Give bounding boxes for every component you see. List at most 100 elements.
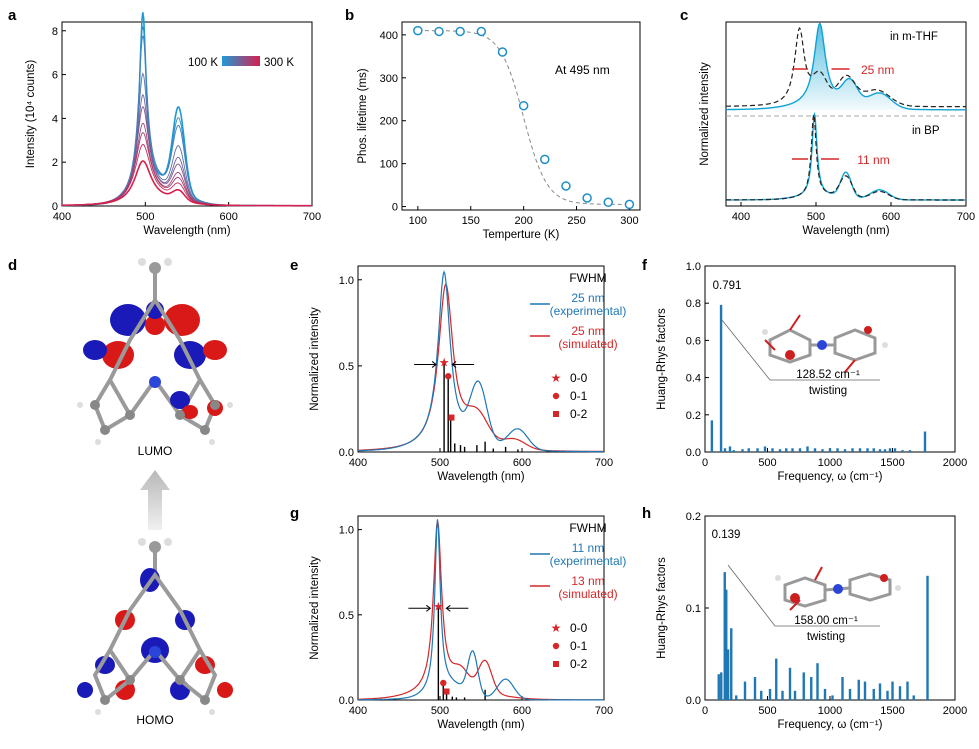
x-tick-label: 500 <box>807 211 825 223</box>
x-tick-label: 600 <box>513 705 531 717</box>
x-tick-label: 600 <box>882 211 900 223</box>
legend-01: 0-1 <box>570 639 588 653</box>
up-arrow <box>140 470 170 530</box>
x-tick-label: 400 <box>349 705 367 717</box>
legend-circle <box>552 392 560 400</box>
series-line-9 <box>62 160 312 207</box>
data-point <box>540 154 550 165</box>
chart-g: 400 500 600 700 0.0 0.5 1.0 Wavelength (nm) Norm… <box>309 515 627 731</box>
chart-f: 0 500 1000 1500 2000 0.0 0.2 0.4 0.6 0.8 1.0 Freque… <box>656 261 967 483</box>
series-dashed-top <box>726 27 966 108</box>
data-point <box>413 25 423 36</box>
fwhm-arrow-right-head <box>445 604 451 612</box>
mode-desc: twisting <box>809 385 847 397</box>
bar <box>893 448 897 452</box>
y-tick-label: 100 <box>380 159 398 171</box>
bar <box>747 448 750 452</box>
bar <box>828 448 832 452</box>
data-point <box>455 26 465 37</box>
y-tick-label: 0.2 <box>686 410 701 422</box>
panel-label-a: a <box>8 7 17 24</box>
legend-title: FWHM <box>569 271 606 285</box>
legend-exp-sub: (experimental) <box>550 304 627 318</box>
legend-sim-sub: (simulated) <box>558 337 617 351</box>
mode-label: 128.52 cm⁻¹ <box>796 369 860 381</box>
fit-line <box>417 30 630 205</box>
data-point <box>518 100 529 111</box>
lumo-molecule <box>77 258 233 445</box>
chart-b: 100 150 200 250 300 0 100 200 300 400 Temperture (… <box>357 21 641 241</box>
marker-star: ★ <box>433 599 444 613</box>
x-tick-label: 700 <box>595 457 613 469</box>
bar <box>717 674 720 700</box>
bar <box>908 450 912 452</box>
x-tick-label: 700 <box>957 211 975 223</box>
bar <box>836 448 839 452</box>
bar <box>923 431 927 452</box>
x-tick-label: 500 <box>431 705 449 717</box>
legend-exp-sub: (experimental) <box>550 554 627 568</box>
bar <box>883 449 887 452</box>
x-tick-label: 700 <box>595 705 613 717</box>
x-tick-label: 1000 <box>818 705 842 717</box>
data-point <box>603 197 614 208</box>
bar <box>912 695 915 700</box>
bar <box>730 628 733 700</box>
plot-frame-h <box>704 515 956 701</box>
legend-02: 0-2 <box>570 407 588 421</box>
bar <box>763 446 767 452</box>
legend-low-label: 100 K <box>188 57 218 69</box>
bar <box>863 681 867 700</box>
marker-star: ★ <box>439 355 450 369</box>
panel-label-c: c <box>680 7 688 24</box>
x-tick-label: 150 <box>462 215 480 227</box>
legend-square <box>553 661 559 667</box>
x-tick-label: 0 <box>702 457 708 469</box>
label-bottom: in BP <box>912 125 940 137</box>
fwhm-arrow-left-head <box>426 604 432 612</box>
plot-frame-b <box>401 21 641 211</box>
bar <box>788 667 792 700</box>
y-axis-label: Normalized intensity <box>699 62 711 166</box>
legend-circle <box>552 642 560 650</box>
chart-c: 400 500 600 700 Wavelength (nm) Normalized in… <box>699 21 975 237</box>
y-axis-label: Phos. lifetime (ms) <box>357 68 369 163</box>
bar <box>726 649 730 700</box>
x-tick-label: 1500 <box>880 705 904 717</box>
panel-label-g: g <box>290 505 299 522</box>
legend-star: ★ <box>551 621 562 635</box>
leader-line <box>727 564 880 627</box>
y-tick-label: 0.8 <box>686 298 701 310</box>
annotation-text: At 495 nm <box>555 63 610 77</box>
bar <box>810 677 813 700</box>
y-tick-label: 0.0 <box>339 695 354 707</box>
y-tick-label: 6 <box>52 70 58 82</box>
panel-label-h: h <box>642 505 651 522</box>
x-tick-label: 700 <box>303 211 321 223</box>
mode-desc: twisting <box>807 631 845 643</box>
y-axis-label: Huang-Rhys factors <box>656 557 668 659</box>
data-point <box>497 47 508 57</box>
y-tick-label: 0 <box>52 201 58 213</box>
y-axis-label: Huang-Rhys factors <box>656 308 668 410</box>
bar <box>793 690 797 700</box>
x-tick-label: 400 <box>53 211 71 223</box>
legend-00: 0-0 <box>570 621 588 635</box>
bar <box>906 681 909 700</box>
lumo-label: LUMO <box>138 444 173 458</box>
y-tick-label: 300 <box>380 73 398 85</box>
series-dashed-bottom <box>726 112 966 201</box>
y-axis-label: Normalized intensity <box>309 307 321 411</box>
x-tick-label: 500 <box>758 705 776 717</box>
homo-molecule <box>77 538 233 715</box>
plot-frame-e <box>357 265 605 453</box>
x-tick-label: 2000 <box>943 705 967 717</box>
plot-frame-c <box>725 21 967 207</box>
x-tick-label: 500 <box>431 457 449 469</box>
marker-square <box>448 414 455 421</box>
y-tick-label: 1.0 <box>339 275 354 287</box>
bar <box>728 446 732 452</box>
bar <box>760 690 763 700</box>
bar <box>878 683 882 700</box>
y-tick-label: 0.6 <box>686 335 701 347</box>
